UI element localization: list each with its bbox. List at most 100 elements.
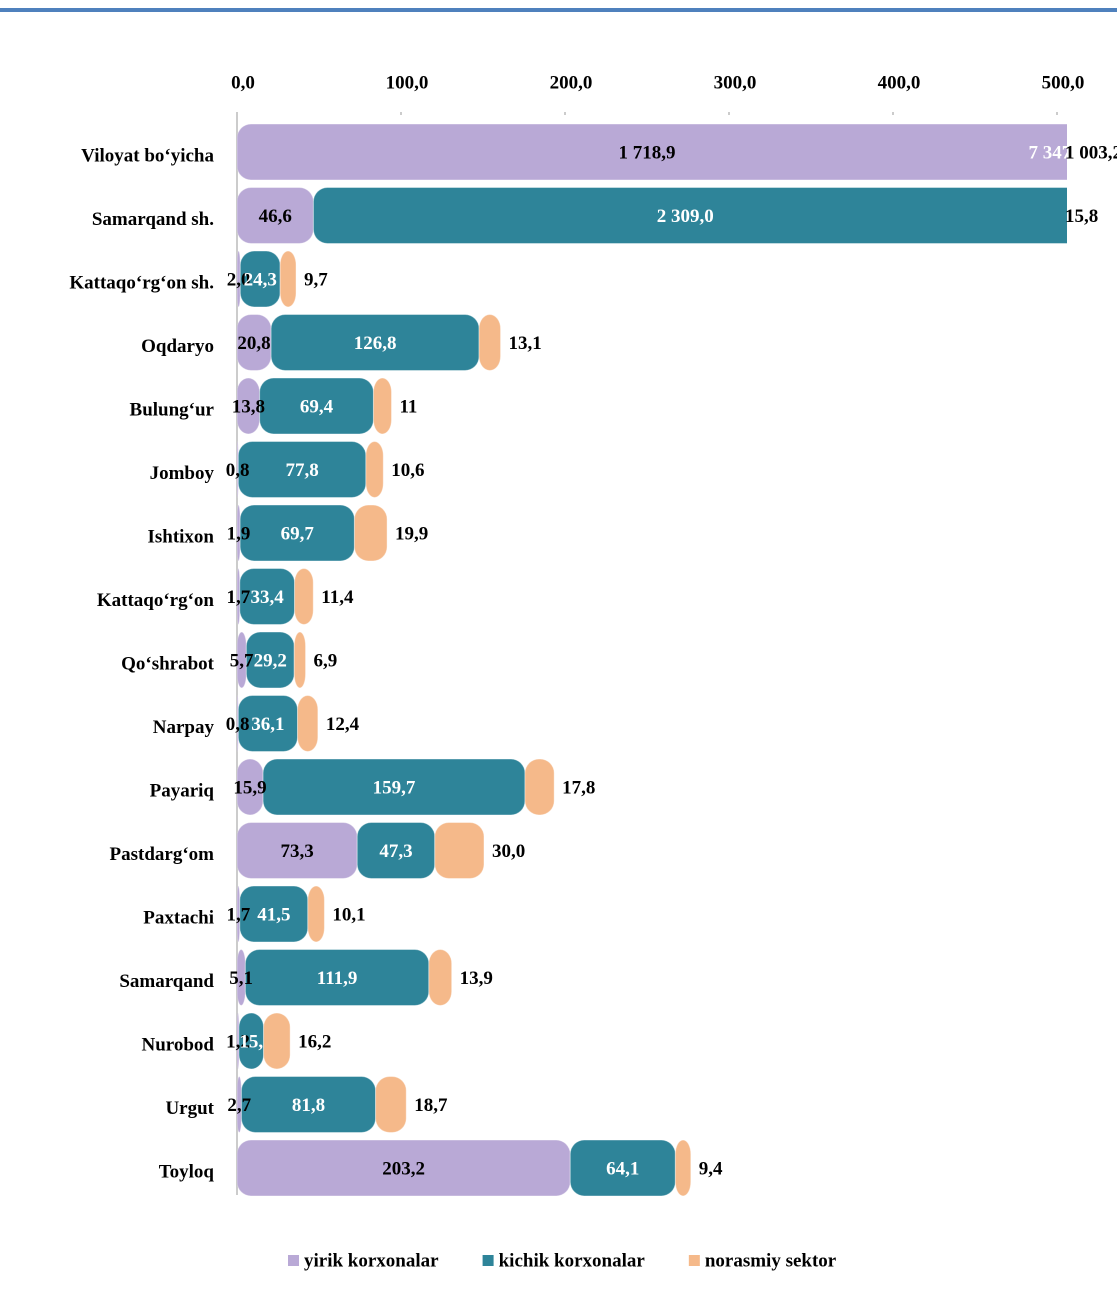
bar-segment [365,441,384,498]
category-label: Pastdarg‘om [110,844,215,865]
data-label: 13,8 [232,396,265,417]
bar-segment [478,314,502,371]
data-label: 2,0 [227,269,251,290]
bar-segment [428,949,453,1006]
data-label: 1,7 [227,904,251,925]
data-label: 2 309,0 [657,206,714,227]
bar-segment [307,885,325,943]
data-label: 126,8 [354,333,397,354]
bar-segment [375,1076,407,1133]
legend-label: norasmiy sektor [705,1250,837,1271]
data-label: 0,8 [226,714,250,735]
bar-segment [674,1139,692,1197]
data-label: 111,9 [317,968,358,989]
data-label: 24,3 [244,269,277,290]
data-label: 2,7 [227,1095,251,1116]
x-tick-label: 0,0 [231,72,255,93]
category-label: Viloyat bo‘yicha [81,145,214,166]
data-label: 1 718,9 [619,142,676,163]
category-label: Jomboy [150,463,215,484]
data-label: 36,1 [251,714,284,735]
data-label: 81,8 [292,1095,325,1116]
data-label: 7 347,1 [1029,142,1086,163]
legend-swatch [288,1255,299,1266]
data-label: 64,1 [606,1158,639,1179]
data-label: 33,4 [251,587,285,608]
data-label: 18,7 [414,1095,448,1116]
legend-swatch [482,1255,494,1266]
data-label: 69,4 [300,396,334,417]
legend-label: kichik korxonalar [499,1250,646,1271]
category-label: Oqdaryo [141,336,214,357]
data-label: 73,3 [280,841,313,862]
data-label: 11,4 [321,587,354,608]
category-label: Kattaqo‘rg‘on sh. [69,272,214,293]
category-label: Samarqand [119,971,214,992]
x-tick-label: 300,0 [714,72,757,93]
category-label: Qo‘shrabot [121,653,215,674]
data-label: 11 [399,396,417,417]
data-label: 0,8 [226,460,250,481]
data-label: 5,7 [230,650,254,671]
data-label: 1,2 [226,1031,250,1052]
data-label: 16,2 [298,1031,331,1052]
data-label: 77,8 [285,460,318,481]
x-tick-label: 200,0 [550,72,593,93]
bar-segment [297,695,319,752]
data-label: 1 003,2 [1065,142,1117,163]
legend-label: yirik korxonalar [304,1250,439,1271]
data-label: 203,2 [382,1158,425,1179]
x-tick-label: 400,0 [878,72,921,93]
data-label: 46,6 [259,206,292,227]
data-label: 19,9 [395,523,428,544]
bar-segment [263,1012,291,1070]
bar-segment [279,250,297,308]
top-rule [0,8,1117,12]
data-label: 15,9 [233,777,266,798]
category-label: Kattaqo‘rg‘on [97,590,215,611]
bar-segment [294,568,314,625]
bar-segment [237,123,1067,181]
category-label: Narpay [153,717,215,738]
data-label: 15, [239,1031,263,1052]
data-label: 30,0 [492,841,525,862]
data-label: 5,1 [229,968,253,989]
data-label: 15,8 [1065,206,1098,227]
data-label: 47,3 [379,841,412,862]
data-label: 12,4 [326,714,360,735]
data-label: 9,7 [304,269,328,290]
data-label: 10,6 [391,460,424,481]
data-label: 1,7 [227,587,251,608]
x-tick-label: 100,0 [386,72,429,93]
category-label: Urgut [165,1098,214,1119]
bar-segment [237,631,247,689]
data-label: 6,9 [314,650,338,671]
data-label: 10,1 [332,904,365,925]
data-label: 1,9 [227,523,251,544]
bar-segment [312,187,1067,244]
category-label: Payariq [150,780,215,801]
legend-swatch [688,1255,700,1266]
data-label: 159,7 [373,777,416,798]
plot [237,123,1067,1197]
data-label: 41,5 [257,904,290,925]
data-label: 20,8 [237,333,270,354]
category-label: Nurobod [141,1034,214,1055]
data-label: 17,8 [562,777,595,798]
bar-segment [293,631,307,689]
bar-segment [434,822,485,879]
category-label: Samarqand sh. [92,209,214,230]
data-label: 13,1 [509,333,542,354]
category-label: Bulung‘ur [130,399,215,420]
data-label: 29,2 [254,650,287,671]
bar-segment [353,504,388,562]
category-label: Toyloq [159,1161,215,1182]
bar-segment [524,758,555,816]
x-tick-label: 500,0 [1042,72,1085,93]
data-label: 69,7 [281,523,315,544]
data-label: 13,9 [460,968,493,989]
bar-segment [372,377,392,435]
category-label: Paxtachi [143,907,214,928]
data-label: 9,4 [699,1158,723,1179]
